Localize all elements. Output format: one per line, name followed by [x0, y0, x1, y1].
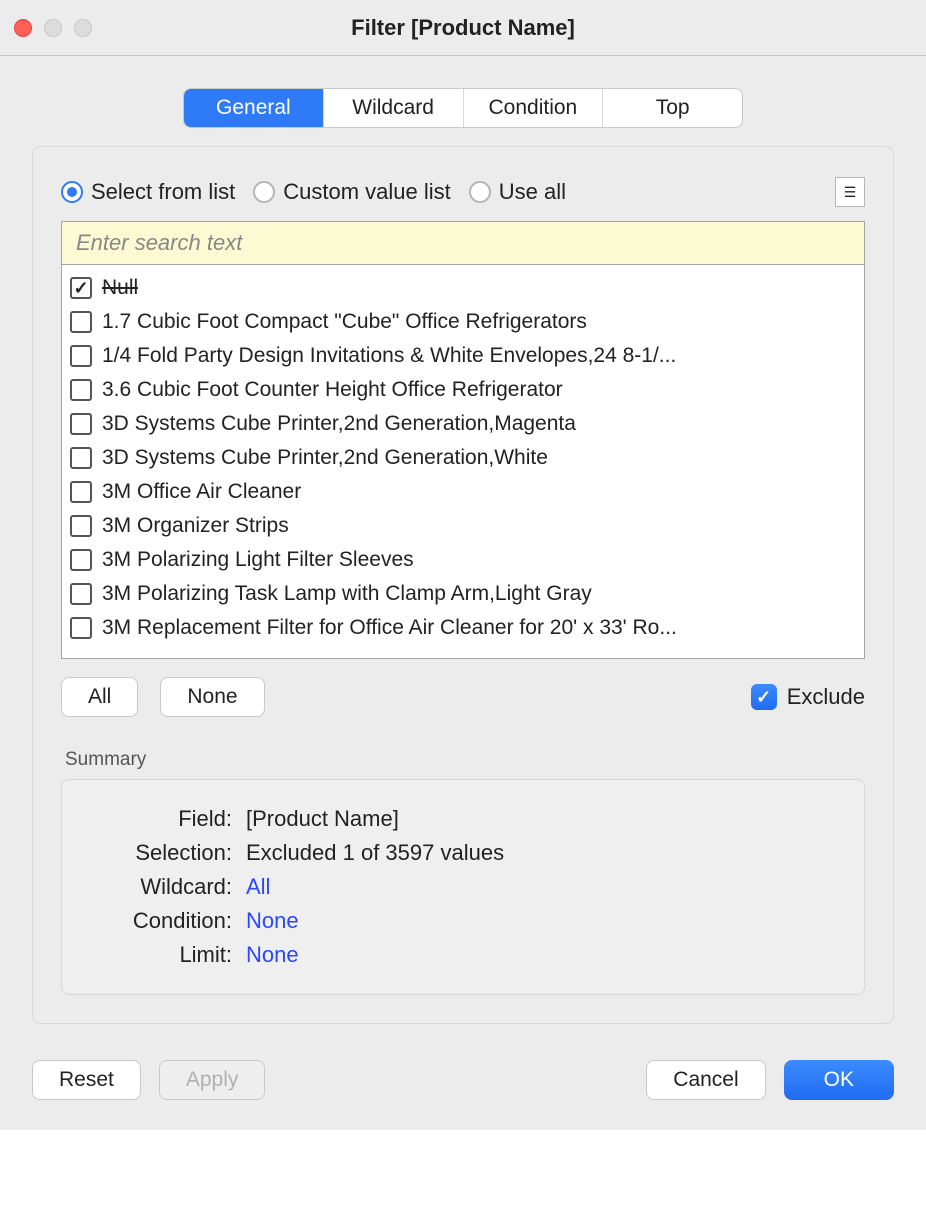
checkbox-icon[interactable]	[70, 549, 92, 571]
dialog-footer: Reset Apply Cancel OK	[32, 1024, 894, 1104]
list-item[interactable]: 3D Systems Cube Printer,2nd Generation,W…	[70, 441, 856, 475]
list-item-label: 1/4 Fold Party Design Invitations & Whit…	[102, 344, 676, 368]
exclude-label: Exclude	[787, 684, 865, 710]
checkbox-icon[interactable]	[70, 583, 92, 605]
summary-label: Selection:	[84, 840, 232, 866]
list-item-label: 3D Systems Cube Printer,2nd Generation,W…	[102, 446, 548, 470]
search-field[interactable]	[61, 221, 865, 265]
mode-radio-list[interactable]: Select from list	[61, 179, 235, 205]
list-item-label: 3M Replacement Filter for Office Air Cle…	[102, 616, 677, 640]
list-item[interactable]: 3D Systems Cube Printer,2nd Generation,M…	[70, 407, 856, 441]
tab-top[interactable]: Top	[603, 89, 742, 127]
select-all-button[interactable]: All	[61, 677, 138, 717]
menu-icon: ☰	[844, 184, 857, 201]
summary-label: Limit:	[84, 942, 232, 968]
list-item[interactable]: 3M Replacement Filter for Office Air Cle…	[70, 611, 856, 645]
summary-heading: Summary	[65, 749, 865, 771]
tab-wildcard[interactable]: Wildcard	[324, 89, 464, 127]
cancel-button[interactable]: Cancel	[646, 1060, 765, 1100]
summary-value: [Product Name]	[246, 806, 399, 832]
list-item-label: 3M Polarizing Light Filter Sleeves	[102, 548, 414, 572]
checkbox-icon[interactable]	[70, 311, 92, 333]
panel-general: Select from list Custom value list Use all…	[32, 146, 894, 1024]
list-item-label: 3M Organizer Strips	[102, 514, 289, 538]
checkbox-icon[interactable]	[70, 515, 92, 537]
close-icon[interactable]	[14, 19, 32, 37]
checkbox-icon[interactable]	[70, 481, 92, 503]
mode-row: Select from list Custom value list Use all…	[61, 177, 865, 207]
window-title: Filter [Product Name]	[0, 15, 926, 41]
reset-button[interactable]: Reset	[32, 1060, 141, 1100]
apply-button[interactable]: Apply	[159, 1060, 266, 1100]
list-item-label: Null	[102, 276, 138, 300]
checkbox-icon[interactable]	[70, 413, 92, 435]
summary-label: Field:	[84, 806, 232, 832]
checkbox-icon[interactable]	[70, 617, 92, 639]
checkbox-icon[interactable]	[70, 345, 92, 367]
list-item[interactable]: 3.6 Cubic Foot Counter Height Office Ref…	[70, 373, 856, 407]
summary-row: Field: [Product Name]	[84, 806, 842, 832]
tab-condition[interactable]: Condition	[464, 89, 604, 127]
list-item[interactable]: Null	[70, 271, 856, 305]
list-item-label: 3D Systems Cube Printer,2nd Generation,M…	[102, 412, 576, 436]
exclude-checkbox[interactable]: ✓	[751, 684, 777, 710]
zoom-icon[interactable]	[74, 19, 92, 37]
traffic-lights	[14, 19, 92, 37]
list-item[interactable]: 3M Polarizing Task Lamp with Clamp Arm,L…	[70, 577, 856, 611]
list-item-label: 3M Office Air Cleaner	[102, 480, 301, 504]
list-item-label: 1.7 Cubic Foot Compact "Cube" Office Ref…	[102, 310, 587, 334]
checkbox-icon[interactable]	[70, 277, 92, 299]
list-item[interactable]: 3M Office Air Cleaner	[70, 475, 856, 509]
list-item[interactable]: 3M Organizer Strips	[70, 509, 856, 543]
minimize-icon[interactable]	[44, 19, 62, 37]
summary-value[interactable]: None	[246, 908, 299, 934]
summary-value: Excluded 1 of 3597 values	[246, 840, 504, 866]
summary-value[interactable]: All	[246, 874, 270, 900]
radio-icon	[253, 181, 275, 203]
ok-button[interactable]: OK	[784, 1060, 894, 1100]
radio-icon	[61, 181, 83, 203]
checkbox-icon[interactable]	[70, 447, 92, 469]
options-menu-button[interactable]: ☰	[835, 177, 865, 207]
summary-panel: Field: [Product Name] Selection: Excluded 1…	[61, 779, 865, 995]
mode-radio-all[interactable]: Use all	[469, 179, 566, 205]
summary-row: Selection: Excluded 1 of 3597 values	[84, 840, 842, 866]
list-item[interactable]: 3M Polarizing Light Filter Sleeves	[70, 543, 856, 577]
mode-radio-custom[interactable]: Custom value list	[253, 179, 451, 205]
values-list[interactable]: Null 1.7 Cubic Foot Compact "Cube" Office…	[61, 265, 865, 659]
summary-row: Wildcard: All	[84, 874, 842, 900]
radio-label: Use all	[499, 179, 566, 205]
radio-label: Custom value list	[283, 179, 451, 205]
tab-general[interactable]: General	[184, 89, 324, 127]
list-item[interactable]: 1.7 Cubic Foot Compact "Cube" Office Ref…	[70, 305, 856, 339]
summary-label: Wildcard:	[84, 874, 232, 900]
select-none-button[interactable]: None	[160, 677, 264, 717]
list-item-label: 3.6 Cubic Foot Counter Height Office Ref…	[102, 378, 563, 402]
list-item[interactable]: 1/4 Fold Party Design Invitations & Whit…	[70, 339, 856, 373]
radio-icon	[469, 181, 491, 203]
radio-label: Select from list	[91, 179, 235, 205]
summary-value[interactable]: None	[246, 942, 299, 968]
exclude-toggle[interactable]: ✓ Exclude	[751, 684, 865, 710]
checkbox-icon[interactable]	[70, 379, 92, 401]
titlebar: Filter [Product Name]	[0, 0, 926, 56]
summary-row: Condition: None	[84, 908, 842, 934]
tabs: GeneralWildcardConditionTop	[183, 88, 743, 128]
summary-label: Condition:	[84, 908, 232, 934]
list-item-label: 3M Polarizing Task Lamp with Clamp Arm,L…	[102, 582, 592, 606]
search-input[interactable]	[74, 229, 852, 257]
summary-row: Limit: None	[84, 942, 842, 968]
